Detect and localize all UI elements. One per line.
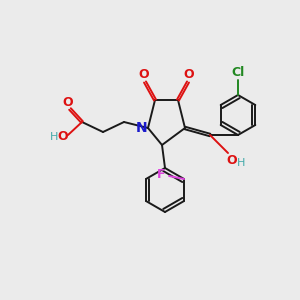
Text: O: O: [227, 154, 237, 166]
Text: O: O: [139, 68, 149, 82]
Text: H: H: [50, 132, 58, 142]
Text: O: O: [184, 68, 194, 82]
Text: O: O: [58, 130, 68, 142]
Text: F: F: [157, 167, 165, 181]
Text: H: H: [237, 158, 245, 168]
Text: Cl: Cl: [231, 65, 244, 79]
Text: O: O: [63, 95, 73, 109]
Text: N: N: [136, 121, 148, 135]
